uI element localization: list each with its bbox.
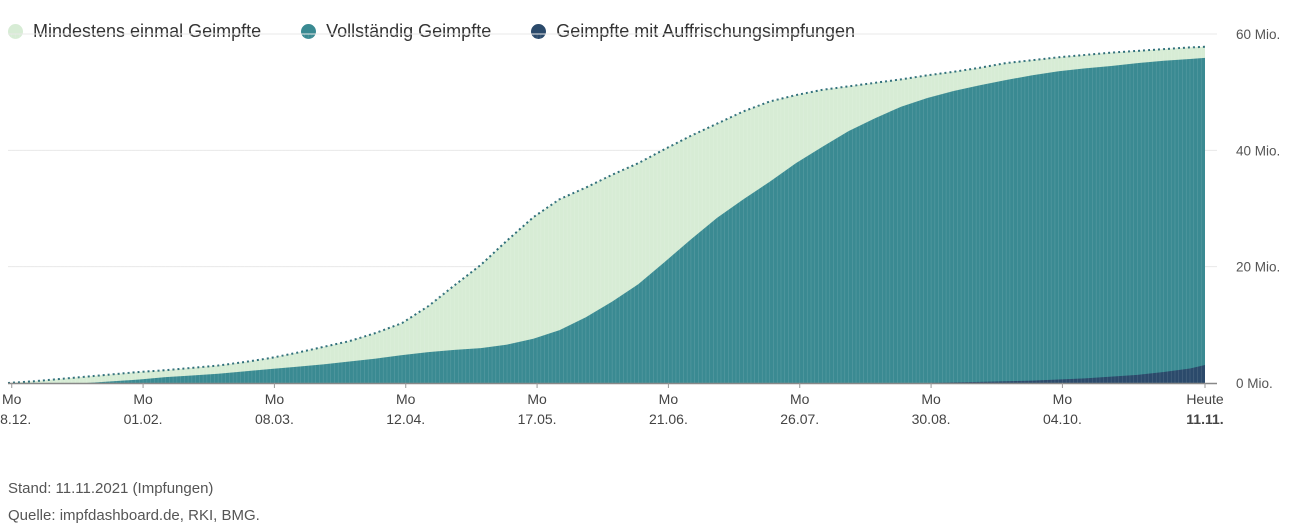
x-tick-date-1: 01.02. [124,411,163,427]
legend-label-fully-vaccinated: Vollständig Geimpfte [326,20,492,41]
daily-bar-lines [11,34,1202,383]
legend-item-fully-vaccinated[interactable]: Vollständig Geimpfte [301,21,491,42]
area-outline-series-0 [7,45,1206,384]
x-tick-date-6: 26.07. [780,411,819,427]
x-tick-date-0: 28.12. [0,411,31,427]
x-tick-weekday-2: Mo [265,391,285,407]
legend-label-booster: Geimpfte mit Auffrischungsimpfungen [556,20,856,41]
x-tick-weekday-6: Mo [790,391,810,407]
footer-stand: Stand: 11.11.2021 (Impfungen) [8,480,214,497]
legend-item-booster[interactable]: Geimpfte mit Auffrischungsimpfungen [531,21,855,42]
x-tick-date-5: 21.06. [649,411,688,427]
x-tick-weekday-7: Mo [921,391,941,407]
x-tick-weekday-0: Mo [2,391,22,407]
area-series-2 [8,364,1205,383]
daily-bar-texture [11,34,1202,383]
legend-label-first-dose: Mindestens einmal Geimpfte [33,20,262,41]
x-tick-date-4: 17.05. [518,411,557,427]
x-tick-weekday-1: Mo [133,391,153,407]
legend-swatch-fully-vaccinated [301,23,317,39]
chart-legend: Mindestens einmal Geimpfte Vollständig G… [8,18,895,44]
legend-swatch-booster [531,23,547,39]
y-tick-label-0: 0 Mio. [1236,376,1273,391]
y-tick-label-60: 60 Mio. [1236,27,1280,42]
x-tick-date-3: 12.04. [386,411,425,427]
x-tick-date-9: 11.11. [1186,411,1223,427]
x-tick-date-8: 04.10. [1043,411,1082,427]
x-tick-weekday-5: Mo [659,391,679,407]
y-tick-label-20: 20 Mio. [1236,260,1280,275]
legend-item-first-dose[interactable]: Mindestens einmal Geimpfte [8,21,261,42]
area-series-1 [8,57,1205,383]
vaccination-area-chart: 0 Mio. 20 Mio. 40 Mio. 60 Mio. Mo 28.12. Mo 01.… [0,27,1280,427]
x-tick-weekday-9: Heute [1186,391,1224,407]
x-tick-weekday-8: Mo [1053,391,1073,407]
x-tick-date-2: 08.03. [255,411,294,427]
legend-swatch-first-dose [8,23,23,39]
footer-source: Quelle: impfdashboard.de, RKI, BMG. [8,507,260,524]
x-tick-weekday-3: Mo [396,391,416,407]
y-tick-label-40: 40 Mio. [1236,143,1280,158]
x-tick-date-7: 30.08. [912,411,951,427]
x-tick-weekday-4: Mo [527,391,547,407]
